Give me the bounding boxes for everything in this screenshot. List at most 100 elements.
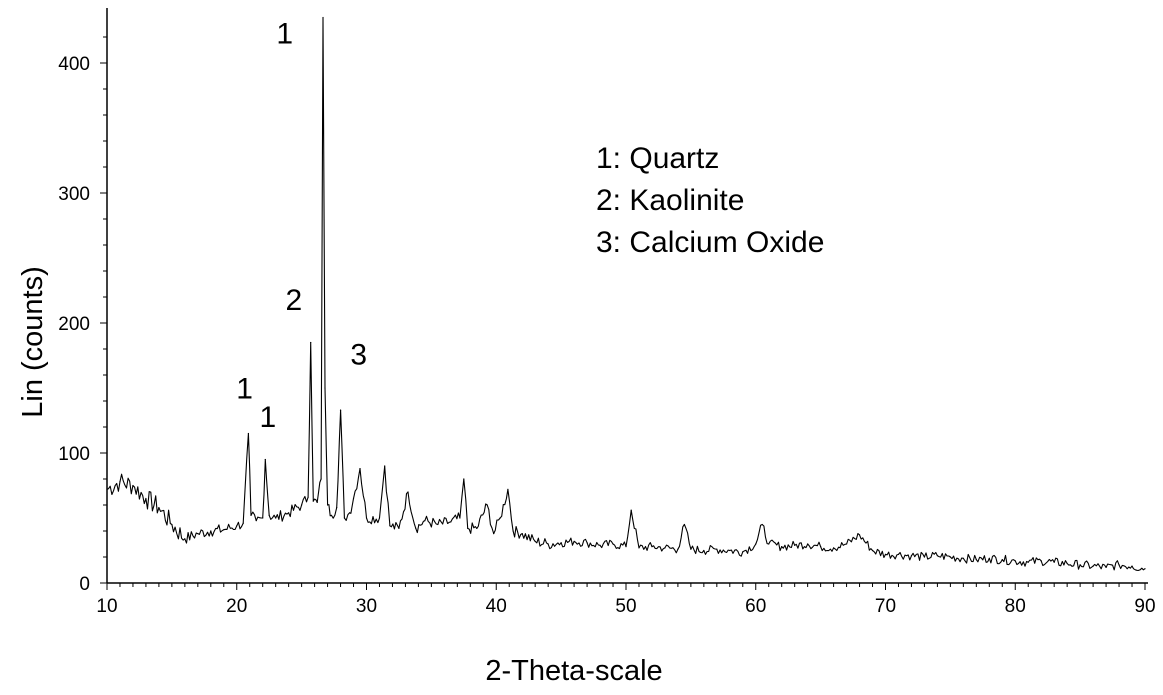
x-tick-label: 90 [1134,596,1155,617]
data-point [106,488,108,490]
x-tick-label: 50 [615,596,636,617]
data-point [312,500,314,502]
peak-label: 2 [285,284,302,317]
data-point [683,523,685,526]
data-point [716,548,718,550]
peak-label: 1 [236,372,253,405]
data-point [250,514,252,517]
data-point [1040,560,1042,562]
data-point [324,387,326,389]
data-point [975,559,977,561]
data-point [242,522,244,524]
data-point [407,491,409,493]
data-point [365,517,368,519]
data-point [1053,561,1055,563]
data-point [336,507,338,509]
data-point [897,553,900,556]
data-point [690,548,692,550]
x-tick-label: 80 [1005,596,1026,617]
data-point [326,504,329,506]
data-point [677,548,679,550]
data-point [630,509,632,511]
data-point [625,546,627,548]
data-point [398,527,400,530]
x-tick-label: 30 [356,596,377,617]
data-point [833,547,835,549]
data-point [512,530,514,532]
data-point [703,549,705,552]
data-point [1079,564,1081,566]
legend-entry-kaolinite: 2: Kaolinite [596,184,744,217]
data-point [119,481,121,483]
data-point [424,520,426,522]
data-point [910,555,913,557]
data-point [1105,566,1107,569]
data-point [378,517,381,519]
data-point [307,496,309,498]
data-point [742,551,744,553]
data-point [255,520,257,522]
legend-entry-quartz: 1: Quartz [596,142,719,175]
data-point [521,533,523,535]
data-point [384,465,386,467]
data-point [223,529,225,531]
data-point [1066,562,1068,565]
data-point [755,543,757,545]
y-tick-label: 300 [58,184,90,205]
data-point [145,497,147,500]
data-point [171,523,173,526]
data-point [962,557,964,559]
data-point [310,341,312,344]
y-axis-ticks: 0 100 200 300 400 [58,36,107,595]
data-point [507,488,509,490]
data-point [1001,559,1003,561]
data-point [210,530,212,532]
data-point [547,543,549,545]
data-point [1131,565,1133,567]
x-axis-title: 2-Theta-scale [485,655,662,687]
data-point [1118,564,1120,566]
data-point [794,544,796,546]
data-point [820,546,822,548]
legend-entry-calcium-oxide: 3: Calcium Oxide [596,226,824,259]
data-point [236,525,238,527]
data-point [437,523,439,526]
data-point [586,542,588,544]
data-point [339,409,342,411]
data-point [132,484,134,487]
data-point [781,546,783,548]
data-point [247,432,250,435]
data-point [1027,561,1029,563]
y-tick-label: 200 [58,314,90,335]
data-point [197,533,199,535]
data-point [288,512,290,514]
data-point [343,517,346,519]
series-line-0 [106,16,1146,571]
peak-label: 1 [260,401,277,434]
data-point [316,501,318,503]
data-point [450,521,452,523]
data-point [949,556,951,558]
data-point [638,547,640,549]
data-point [322,16,324,19]
y-tick-label: 100 [58,444,90,465]
data-point [275,517,277,519]
x-axis-ticks: 10 20 30 40 50 60 70 80 90 [96,583,1156,617]
data-point [664,547,666,549]
data-point [330,514,333,517]
series-layer [106,16,1146,571]
legend: 1: Quartz 2: Kaolinite 3: Calcium Oxide [596,142,824,259]
data-point [884,553,887,556]
data-point [301,504,303,506]
data-point [534,540,536,543]
data-point [560,542,562,544]
data-point [389,525,391,527]
data-point [359,468,361,470]
data-point [268,514,270,517]
data-point [320,478,322,480]
x-tick-label: 40 [486,596,507,617]
x-tick-label: 60 [745,596,766,617]
data-point [493,533,495,535]
